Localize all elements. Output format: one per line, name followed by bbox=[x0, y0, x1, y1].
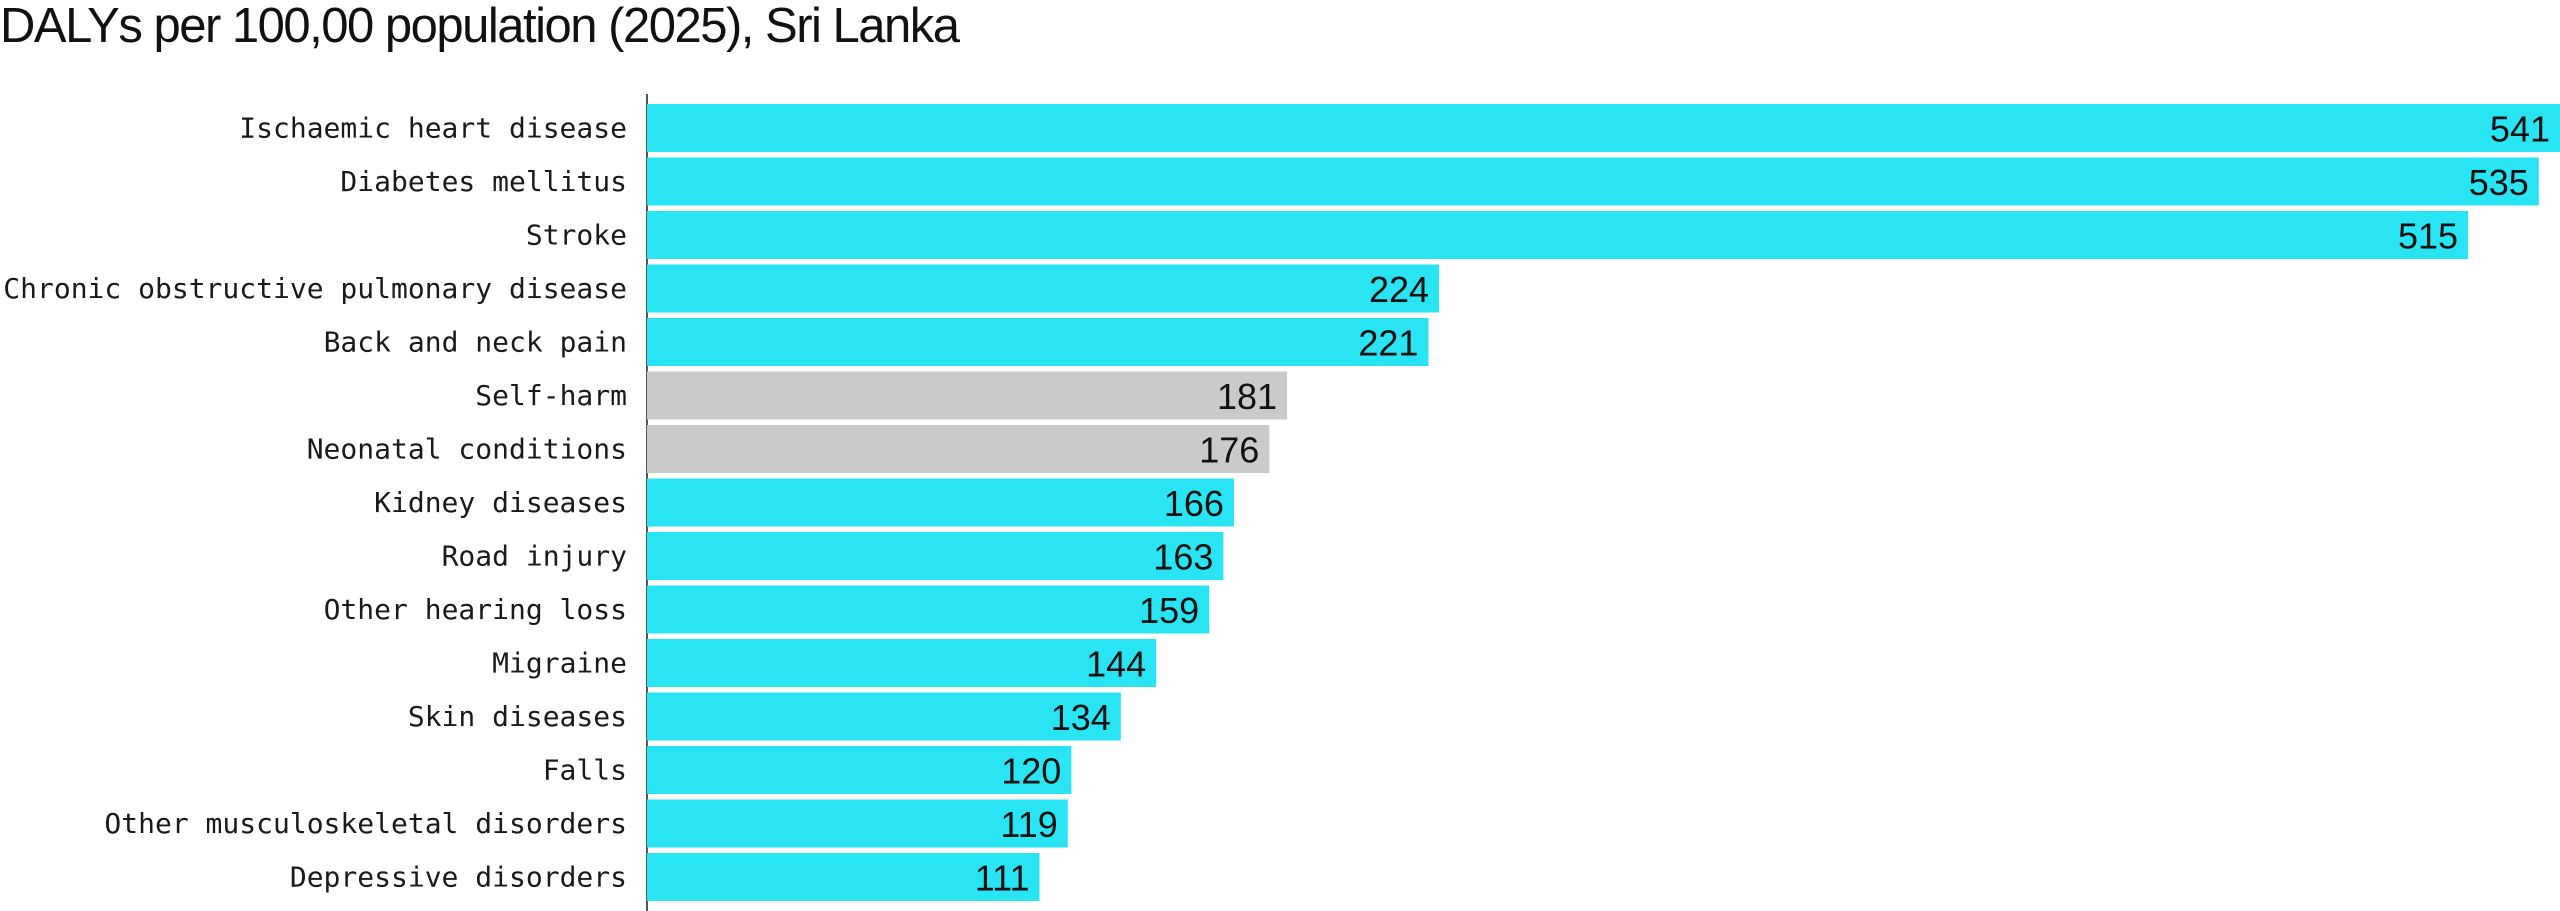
value-label: 120 bbox=[1001, 751, 1061, 792]
value-label: 119 bbox=[1000, 804, 1057, 845]
bar bbox=[647, 532, 1224, 580]
value-label: 159 bbox=[1139, 590, 1199, 631]
category-label: Chronic obstructive pulmonary disease bbox=[3, 272, 627, 305]
bar bbox=[647, 371, 1288, 420]
value-label: 535 bbox=[2469, 162, 2529, 203]
value-label: 221 bbox=[1358, 323, 1418, 364]
category-label: Other musculoskeletal disorders bbox=[104, 807, 627, 840]
bar bbox=[647, 799, 1068, 848]
bar bbox=[647, 157, 2539, 206]
bar bbox=[647, 104, 2560, 152]
category-label: Stroke bbox=[526, 219, 627, 252]
category-label: Depressive disorders bbox=[290, 861, 627, 894]
category-label: Skin diseases bbox=[408, 700, 627, 733]
category-label: Diabetes mellitus bbox=[340, 165, 627, 198]
category-label: Neonatal conditions bbox=[307, 433, 627, 466]
value-label: 224 bbox=[1369, 269, 1429, 310]
category-label: Ischaemic heart disease bbox=[239, 112, 627, 145]
value-label: 541 bbox=[2490, 109, 2550, 150]
value-label: 166 bbox=[1164, 483, 1224, 524]
bar bbox=[647, 746, 1072, 794]
category-label: Kidney diseases bbox=[374, 486, 627, 519]
value-label: 176 bbox=[1199, 430, 1259, 471]
bar bbox=[647, 425, 1270, 473]
category-label: Falls bbox=[543, 754, 627, 787]
bar bbox=[647, 211, 2469, 259]
value-label: 515 bbox=[2398, 216, 2458, 257]
category-label: Other hearing loss bbox=[324, 593, 627, 626]
value-label: 134 bbox=[1051, 697, 1111, 738]
value-label: 144 bbox=[1086, 644, 1146, 685]
bar bbox=[647, 585, 1210, 634]
bar bbox=[647, 318, 1429, 366]
chart-title: DALYs per 100,00 population (2025), Sri … bbox=[0, 0, 960, 53]
bar bbox=[647, 639, 1157, 687]
bar bbox=[647, 478, 1234, 527]
value-label: 163 bbox=[1153, 537, 1213, 578]
bar bbox=[647, 264, 1440, 313]
bar bbox=[647, 692, 1121, 741]
bar bbox=[647, 853, 1040, 901]
category-label: Road injury bbox=[442, 540, 627, 573]
value-label: 111 bbox=[975, 858, 1030, 899]
category-label: Back and neck pain bbox=[324, 326, 627, 359]
bars-layer: Ischaemic heart disease 541 Diabetes melli… bbox=[3, 104, 2560, 901]
value-label: 181 bbox=[1217, 376, 1277, 417]
category-label: Self-harm bbox=[475, 379, 627, 412]
category-label: Migraine bbox=[492, 647, 627, 680]
